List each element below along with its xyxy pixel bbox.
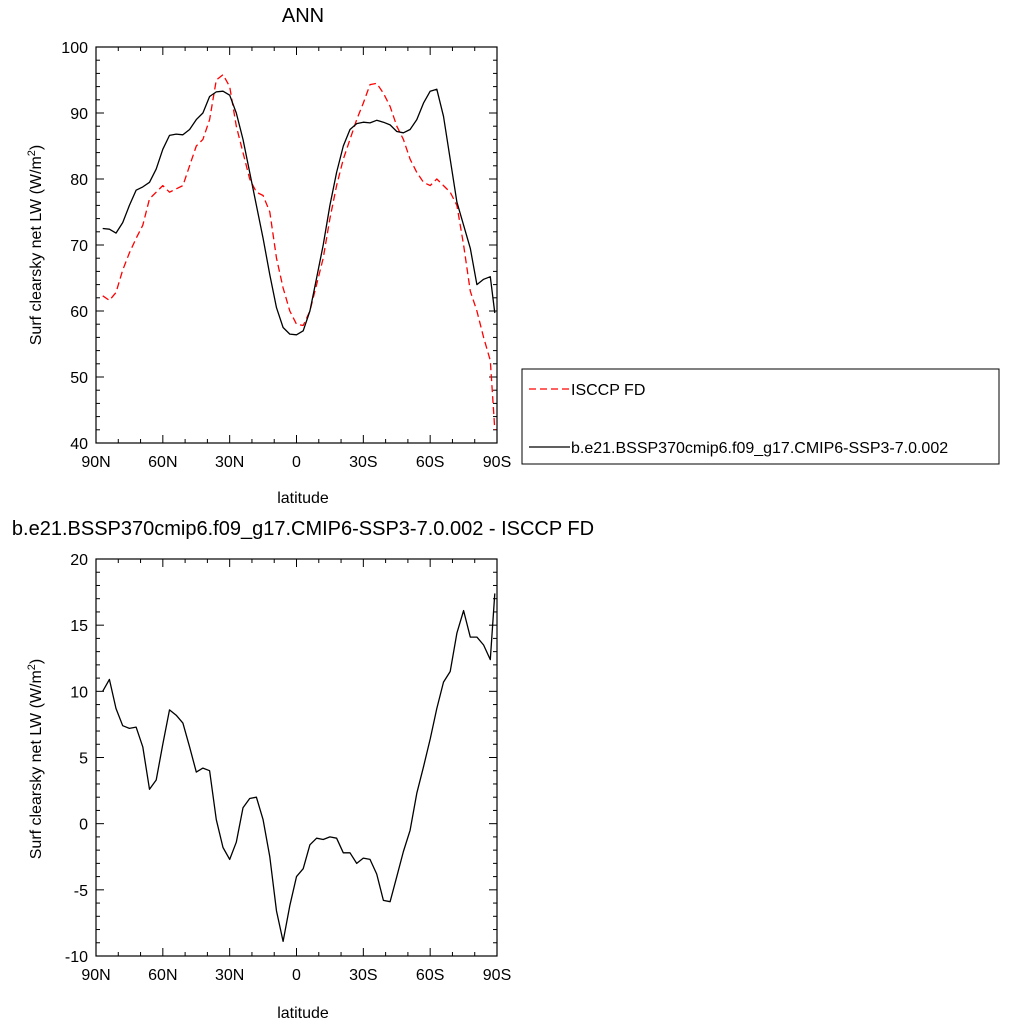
bottom-chart-title: b.e21.BSSP370cmip6.f09_g17.CMIP6-SSP3-7.… <box>12 518 594 540</box>
bottom-plot-frame <box>95 558 498 957</box>
bottom-x-tick-label: 90S <box>483 967 511 984</box>
bottom-x-tick-label: 30N <box>215 967 244 984</box>
top-x-tick-label: 90N <box>81 454 110 471</box>
bottom-y-tick-label: 10 <box>70 684 88 701</box>
legend-label-isccp: ISCCP FD <box>571 382 645 399</box>
top-x-tick-label: 0 <box>292 454 301 471</box>
top-x-tick-label: 90S <box>483 454 511 471</box>
top-y-tick-label: 80 <box>70 172 88 189</box>
legend-box <box>521 368 1000 465</box>
bottom-y-tick-label: 0 <box>79 817 88 834</box>
bottom-series-line-1 <box>102 593 496 943</box>
bottom-y-tick-label: -5 <box>74 883 88 900</box>
top-y-tick-label: 90 <box>70 106 88 123</box>
bottom-x-axis-label: latitude <box>277 1005 329 1022</box>
top-x-tick-label: 30S <box>349 454 377 471</box>
top-chart-panel: ANN 90N 60N 30N 0 30S 60S 90S 40 50 60 70 80 90 100 l… <box>26 5 511 507</box>
legend: ISCCP FD b.e21.BSSP370cmip6.f09_g17.CMIP… <box>521 368 1000 465</box>
bottom-y-axis-label: Surf clearsky net LW (W/m2) <box>26 659 45 860</box>
top-x-tick-label: 60S <box>416 454 444 471</box>
top-y-tick-label: 100 <box>61 40 88 57</box>
top-plot-area: 90N 60N 30N 0 30S 60S 90S 40 50 60 70 80 90 100 <box>61 40 511 471</box>
bottom-x-tick-label: 0 <box>292 967 301 984</box>
bottom-plot-area: 90N 60N 30N 0 30S 60S 90S -10 -5 0 5 10 15 20 <box>65 552 511 984</box>
top-x-axis-label: latitude <box>277 490 329 507</box>
top-y-tick-label: 60 <box>70 304 88 321</box>
top-y-axis-label: Surf clearsky net LW (W/m2) <box>26 145 45 346</box>
legend-label-model: b.e21.BSSP370cmip6.f09_g17.CMIP6-SSP3-7.… <box>571 440 948 457</box>
bottom-y-tick-label: 20 <box>70 552 88 569</box>
top-series-line-2 <box>102 88 496 336</box>
bottom-y-tick-label: -10 <box>65 949 88 966</box>
bottom-y-tick-label: 5 <box>79 751 88 768</box>
bottom-x-tick-label: 60S <box>416 967 444 984</box>
top-x-tick-label: 60N <box>148 454 177 471</box>
bottom-chart-panel: b.e21.BSSP370cmip6.f09_g17.CMIP6-SSP3-7.… <box>12 518 594 1022</box>
top-y-tick-label: 40 <box>70 436 88 453</box>
top-y-tick-label: 50 <box>70 370 88 387</box>
bottom-x-tick-label: 90N <box>81 967 110 984</box>
top-plot-frame <box>95 46 498 444</box>
top-chart-title: ANN <box>282 5 324 27</box>
top-y-tick-label: 70 <box>70 238 88 255</box>
bottom-y-tick-label: 15 <box>70 618 88 635</box>
bottom-x-tick-label: 30S <box>349 967 377 984</box>
top-x-tick-label: 30N <box>215 454 244 471</box>
top-series-line-1 <box>102 74 496 430</box>
bottom-x-tick-label: 60N <box>148 967 177 984</box>
